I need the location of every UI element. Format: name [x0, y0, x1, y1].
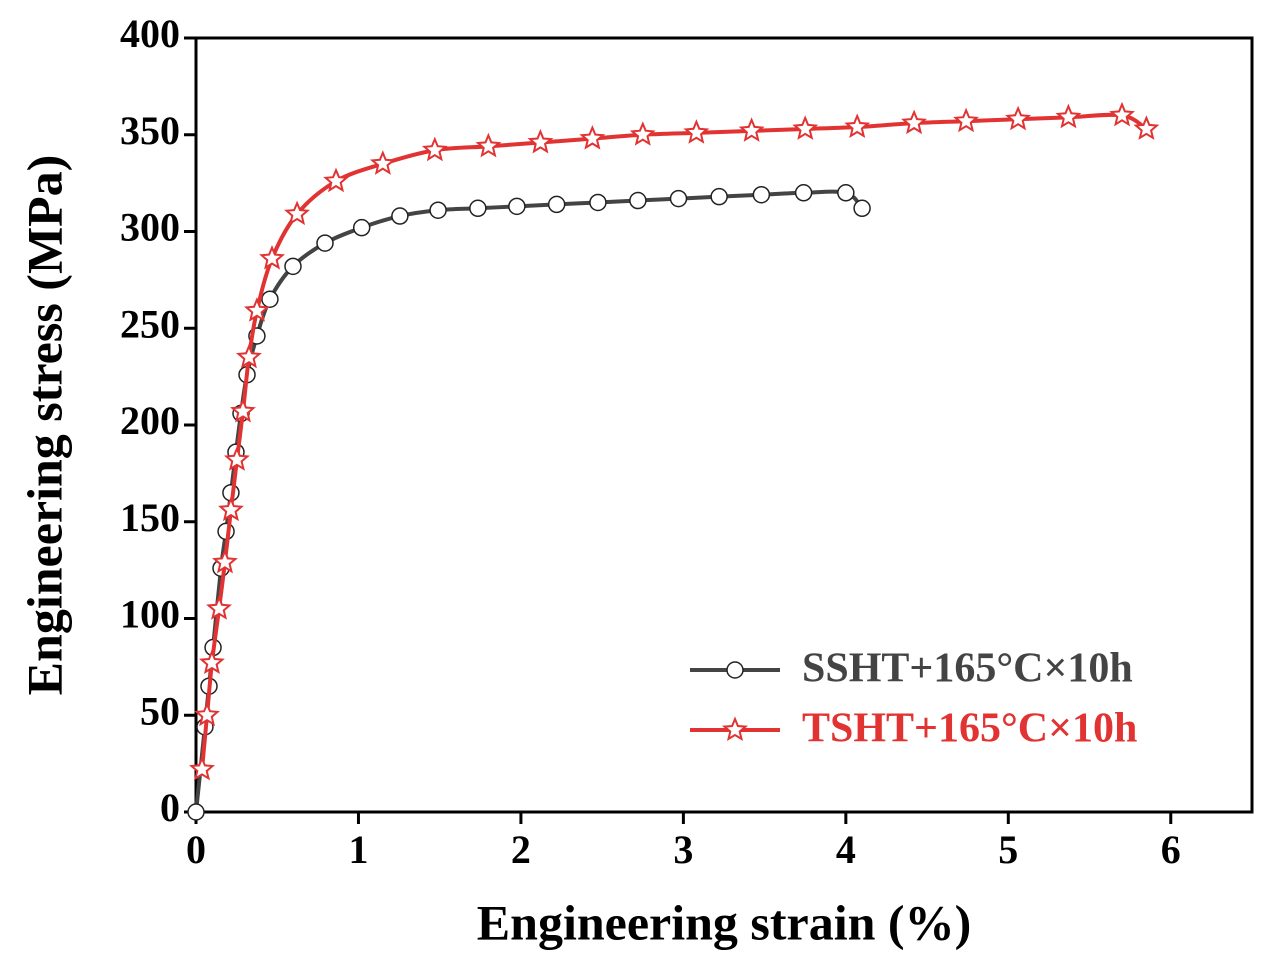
- circle-marker: [352, 218, 371, 237]
- x-tick-label: 6: [1161, 827, 1181, 872]
- legend-marker: [726, 661, 744, 679]
- legend-label: TSHT+165°C×10h: [802, 706, 1137, 752]
- star-marker: [953, 107, 979, 133]
- star-marker: [629, 121, 656, 146]
- circle-marker: [316, 234, 334, 252]
- star-marker: [189, 755, 215, 781]
- star-marker: [738, 117, 765, 142]
- star-marker: [259, 244, 286, 270]
- y-tick-label: 150: [120, 495, 180, 540]
- y-tick-label: 0: [160, 785, 180, 830]
- y-tick-label: 250: [120, 301, 180, 346]
- circle-marker: [669, 189, 688, 208]
- star-marker: [230, 397, 256, 423]
- circle-marker: [629, 191, 647, 210]
- star-marker: [1109, 101, 1136, 127]
- star-marker: [844, 113, 871, 138]
- x-tick-label: 4: [836, 827, 856, 872]
- circle-marker: [508, 197, 526, 216]
- star-marker: [206, 595, 232, 620]
- circle-marker: [261, 290, 279, 308]
- circle-marker: [547, 195, 566, 214]
- circle-marker: [469, 199, 487, 218]
- star-marker: [901, 109, 927, 135]
- legend-marker: [721, 716, 749, 741]
- circle-marker: [589, 193, 607, 212]
- y-tick-label: 300: [120, 205, 180, 250]
- star-marker: [199, 649, 225, 674]
- star-marker: [1005, 105, 1031, 131]
- star-marker: [323, 167, 350, 193]
- x-axis-title: Engineering strain (%): [477, 894, 971, 950]
- star-marker: [218, 496, 244, 522]
- star-marker: [194, 701, 220, 727]
- circle-marker: [391, 207, 409, 225]
- star-marker: [224, 446, 250, 471]
- star-marker: [579, 124, 606, 150]
- star-marker: [284, 200, 310, 226]
- circle-marker: [429, 201, 447, 219]
- star-marker: [1133, 115, 1160, 140]
- star-marker: [244, 297, 270, 322]
- x-tick-label: 3: [673, 827, 693, 872]
- star-marker: [369, 150, 396, 175]
- star-marker: [475, 132, 502, 158]
- circle-marker: [794, 184, 813, 202]
- circle-marker: [187, 803, 205, 821]
- circle-marker: [853, 199, 871, 218]
- x-tick-label: 1: [348, 827, 368, 872]
- x-tick-label: 5: [998, 827, 1018, 872]
- star-marker: [235, 343, 262, 369]
- y-tick-label: 100: [120, 592, 180, 637]
- y-tick-label: 400: [120, 11, 180, 56]
- y-tick-label: 200: [120, 398, 180, 443]
- circle-marker: [837, 184, 855, 202]
- star-marker: [527, 128, 554, 154]
- y-tick-label: 50: [140, 688, 180, 733]
- star-marker: [212, 548, 238, 574]
- circle-marker: [752, 185, 771, 204]
- circle-marker: [284, 257, 302, 276]
- x-tick-label: 0: [186, 827, 206, 872]
- star-marker: [792, 115, 819, 140]
- circle-marker: [710, 187, 728, 206]
- y-tick-label: 350: [120, 108, 180, 153]
- star-marker: [421, 136, 448, 162]
- star-marker: [1055, 103, 1082, 129]
- star-marker: [683, 119, 710, 144]
- legend-label: SSHT+165°C×10h: [802, 646, 1133, 692]
- x-tick-label: 2: [511, 827, 531, 872]
- plot-frame: [194, 36, 1254, 814]
- y-axis-title: Engineering stress (MPa): [16, 155, 72, 696]
- series-line: [194, 189, 864, 813]
